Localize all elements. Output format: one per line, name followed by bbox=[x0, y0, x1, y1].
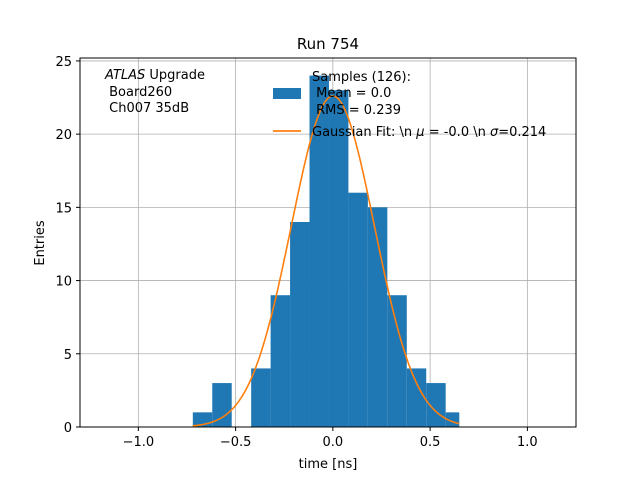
histogram-bar bbox=[348, 192, 368, 427]
annotation-line-1: ATLAS Upgrade bbox=[104, 68, 205, 83]
histogram-bar bbox=[290, 222, 310, 427]
histogram-bars bbox=[192, 75, 460, 428]
legend-fit-sigma: σ bbox=[490, 125, 499, 140]
legend-fit-middle: = -0.0 \n bbox=[425, 125, 490, 140]
legend: Samples (126): Mean = 0.0 RMS = 0.239 Ga… bbox=[273, 70, 546, 140]
legend-samples-line-3: RMS = 0.239 bbox=[312, 103, 401, 118]
histogram-bar bbox=[309, 75, 329, 428]
legend-fit-label: Gaussian Fit: \n μ = -0.0 \n σ=0.214 bbox=[312, 125, 546, 140]
plot-frame bbox=[79, 57, 577, 428]
annotation-line-2: Board260 bbox=[105, 85, 172, 100]
legend-histogram-swatch bbox=[273, 88, 301, 99]
y-tick-label: 15 bbox=[55, 201, 72, 216]
histogram-bar bbox=[406, 368, 427, 427]
y-tick-label: 10 bbox=[55, 275, 72, 290]
y-axis-label: Entries bbox=[33, 220, 48, 266]
histogram-bar bbox=[387, 295, 407, 427]
y-tick-label: 20 bbox=[55, 128, 72, 143]
annotation-atlas-italic: ATLAS bbox=[104, 68, 145, 83]
y-axis-ticks: 0 5 10 15 20 25 bbox=[55, 55, 80, 436]
x-axis-label: time [ns] bbox=[299, 457, 358, 472]
gaussian-fit-line bbox=[192, 95, 460, 427]
chart-title: Run 754 bbox=[297, 35, 359, 53]
legend-samples-line-2: Mean = 0.0 bbox=[312, 86, 391, 101]
annotation-upgrade-text: Upgrade bbox=[145, 68, 205, 83]
y-tick-label: 0 bbox=[64, 421, 72, 436]
histogram-bar bbox=[212, 383, 232, 427]
histogram-bar bbox=[251, 368, 271, 427]
x-tick-label: 0.5 bbox=[420, 435, 441, 450]
annotation-line-3: Ch007 35dB bbox=[105, 101, 189, 116]
x-tick-label: 0.0 bbox=[323, 435, 344, 450]
legend-fit-prefix: Gaussian Fit: \n bbox=[312, 125, 416, 140]
atlas-annotation: ATLAS Upgrade Board260 Ch007 35dB bbox=[104, 68, 205, 116]
x-axis-ticks: −1.0 −0.5 0.0 0.5 1.0 bbox=[123, 427, 538, 450]
legend-samples-line-1: Samples (126): bbox=[312, 70, 411, 85]
y-tick-label: 5 bbox=[64, 348, 72, 363]
x-tick-label: −1.0 bbox=[123, 435, 155, 450]
x-tick-label: −0.5 bbox=[220, 435, 252, 450]
legend-fit-mu: μ bbox=[415, 125, 424, 140]
histogram-bar bbox=[328, 90, 349, 427]
y-tick-label: 25 bbox=[55, 55, 72, 70]
histogram-bar bbox=[270, 295, 291, 427]
x-tick-label: 1.0 bbox=[517, 435, 538, 450]
legend-fit-suffix: =0.214 bbox=[498, 125, 546, 140]
